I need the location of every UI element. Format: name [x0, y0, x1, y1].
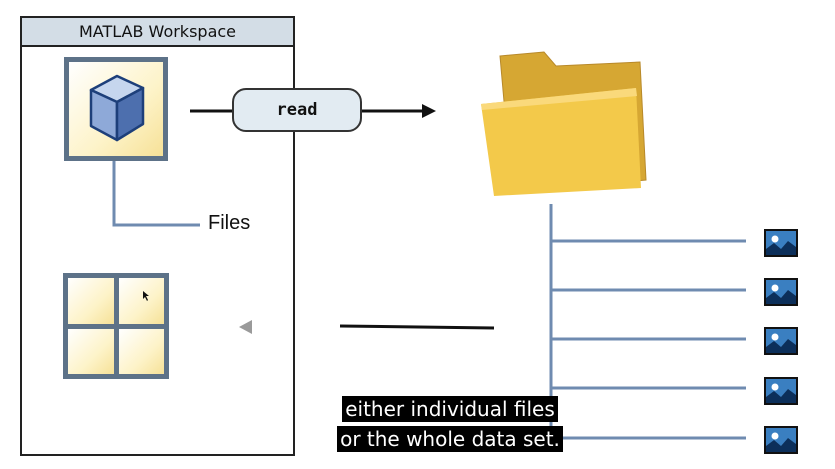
- datastore-link-line: [339, 324, 495, 330]
- arrow-head-icon: [422, 104, 436, 118]
- grid-cell: [68, 278, 114, 324]
- read-function-box: read: [232, 88, 362, 132]
- grid-cell: [68, 328, 114, 374]
- triangle-left-icon: [239, 320, 252, 334]
- image-file-icon: [764, 229, 798, 257]
- subtitle-text: either individual files: [342, 396, 558, 422]
- datastore-tile: [63, 273, 169, 379]
- image-file-icon: [764, 426, 798, 454]
- subtitle-line-2: or the whole data set.: [0, 426, 835, 452]
- subtitle-line-1: either individual files: [0, 396, 835, 422]
- mouse-cursor-icon: [143, 291, 149, 301]
- workspace-title: MATLAB Workspace: [22, 18, 293, 47]
- image-file-icon: [764, 377, 798, 405]
- subtitle-text: or the whole data set.: [337, 426, 563, 452]
- grid-cell: [118, 328, 164, 374]
- image-file-icon: [764, 278, 798, 306]
- folder-icon: [481, 51, 647, 196]
- grid-cell: [118, 278, 164, 324]
- files-label: Files: [208, 212, 251, 234]
- variable-tile: [64, 57, 168, 161]
- image-file-icon: [764, 327, 798, 355]
- files-connector: [112, 161, 200, 227]
- cube-icon: [89, 74, 145, 142]
